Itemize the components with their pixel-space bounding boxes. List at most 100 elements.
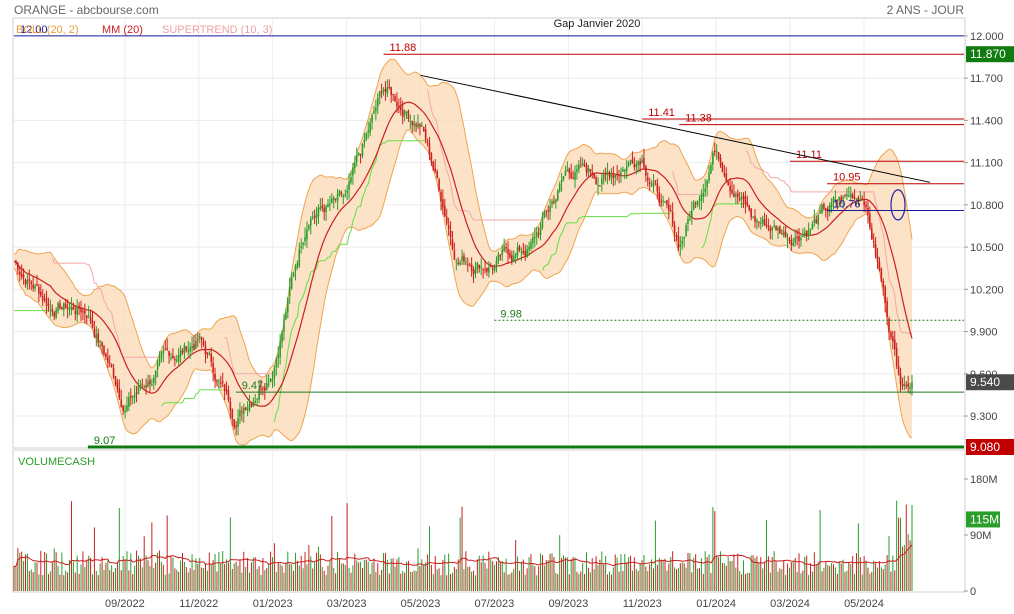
candle-body — [865, 204, 867, 208]
last-volume-text: 115M — [970, 512, 999, 526]
candle-body — [700, 194, 703, 201]
candle-body — [849, 193, 852, 198]
x-tick-label: 01/2023 — [253, 598, 293, 610]
candle-body — [244, 407, 247, 411]
candle-body — [679, 244, 682, 247]
candle-body — [857, 197, 860, 202]
candle-body — [715, 150, 718, 152]
candle-body — [767, 225, 770, 228]
candle-body — [99, 341, 101, 343]
level-label: 9.47 — [242, 380, 263, 392]
trend-line — [420, 74, 931, 183]
candle-body — [683, 237, 685, 239]
candle-body — [386, 87, 389, 94]
candle-body — [748, 205, 751, 210]
candle-body — [568, 168, 571, 174]
chart-title: ORANGE - abcbourse.com — [14, 3, 159, 17]
candle-body — [648, 182, 651, 184]
candle-body — [149, 380, 151, 385]
candle-body — [470, 264, 473, 271]
candle-body — [750, 208, 752, 218]
candle-body — [294, 266, 297, 272]
candle-body — [807, 229, 810, 236]
candle-body — [836, 199, 839, 201]
candle-body — [564, 171, 567, 176]
candle-body — [137, 386, 140, 395]
candle-body — [68, 308, 71, 310]
candle-body — [126, 405, 128, 411]
supertrend-segment — [224, 337, 273, 375]
candle-body — [451, 239, 454, 249]
candle-body — [660, 201, 662, 203]
candle-body — [319, 207, 322, 209]
candle-body — [53, 312, 56, 317]
candle-body — [265, 383, 268, 391]
candle-body — [861, 198, 864, 201]
candle-body — [681, 240, 684, 244]
candle-body — [382, 89, 385, 92]
candle-body — [36, 284, 38, 287]
candle-body — [440, 191, 442, 202]
candle-body — [409, 120, 412, 122]
price-axis: 12.000 11.700 11.400 11.100 10.800 10.500 10.2… — [964, 31, 1004, 423]
candle-body — [846, 194, 848, 196]
candle-body — [911, 382, 913, 389]
candle-body — [107, 357, 109, 363]
candle-body — [72, 307, 75, 310]
candle-body — [907, 383, 909, 387]
candle-body — [198, 336, 201, 339]
candle-body — [129, 395, 132, 398]
candle-body — [675, 235, 678, 237]
candle-body — [803, 232, 806, 237]
candle-body — [558, 183, 561, 192]
candle-body — [59, 303, 61, 309]
candle-body — [187, 350, 190, 352]
candle-body — [309, 218, 312, 226]
candle-body — [518, 246, 521, 251]
candle-body — [256, 398, 258, 400]
candle-body — [884, 286, 886, 303]
candle-body — [639, 161, 641, 165]
candle-body — [838, 196, 841, 201]
candle-body — [141, 384, 144, 386]
supertrend-segment — [701, 203, 744, 249]
candle-body — [17, 262, 19, 270]
candle-body — [285, 312, 287, 320]
candle-body — [637, 161, 639, 166]
candle-body — [355, 155, 358, 162]
candle-body — [625, 166, 628, 171]
candle-body — [848, 196, 850, 198]
candle-body — [668, 204, 670, 211]
candle-body — [62, 303, 65, 311]
candle-body — [331, 198, 333, 204]
candle-body — [811, 223, 814, 230]
candle-body — [329, 203, 331, 206]
y-tick-label: 9.300 — [970, 411, 998, 423]
candle-body — [710, 165, 712, 174]
candle-body — [357, 152, 360, 156]
candle-body — [623, 170, 626, 172]
candle-body — [376, 97, 379, 107]
supertrend-segment — [427, 88, 541, 221]
y-tick-label: 10.800 — [970, 200, 1004, 212]
candle-body — [815, 219, 818, 224]
candle-body — [495, 260, 498, 266]
bollinger-upper — [13, 58, 913, 378]
candle-body — [122, 405, 124, 411]
candle-body — [903, 383, 906, 387]
candle-body — [298, 249, 301, 266]
candle-body — [336, 194, 339, 201]
candle-body — [422, 127, 425, 132]
candle-body — [595, 177, 597, 184]
candle-body — [851, 194, 854, 199]
candle-body — [275, 359, 278, 368]
candle-body — [419, 124, 421, 127]
candle-body — [219, 382, 222, 384]
highlight-ellipse — [890, 189, 906, 221]
volume-bars — [13, 500, 913, 591]
candle-body — [614, 175, 617, 178]
candle-body — [30, 281, 33, 284]
candle-body — [304, 237, 306, 242]
candle-body — [834, 199, 837, 201]
